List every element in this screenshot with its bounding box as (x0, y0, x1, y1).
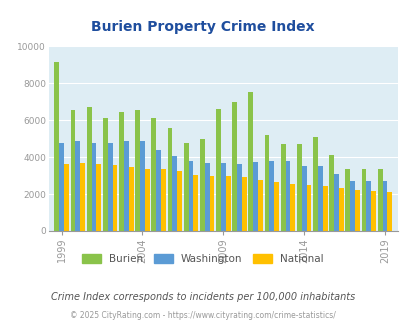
Bar (237, 164, 241, 231)
Bar (177, 171, 181, 231)
Bar (145, 169, 149, 231)
Bar (296, 144, 301, 231)
Bar (312, 137, 317, 231)
Bar (199, 139, 204, 231)
Bar (107, 143, 112, 231)
Bar (193, 175, 198, 231)
Bar (112, 165, 117, 231)
Bar (161, 169, 166, 231)
Bar (80, 163, 85, 231)
Text: Crime Index corresponds to incidents per 100,000 inhabitants: Crime Index corresponds to incidents per… (51, 292, 354, 302)
Bar (350, 181, 354, 231)
Bar (269, 161, 273, 231)
Bar (328, 155, 333, 231)
Bar (232, 102, 237, 231)
Bar (135, 110, 140, 231)
Bar (377, 169, 382, 231)
Bar (140, 141, 145, 231)
Bar (248, 92, 253, 231)
Bar (70, 110, 75, 231)
Bar (54, 62, 59, 231)
Bar (333, 174, 338, 231)
Bar (253, 162, 258, 231)
Bar (96, 164, 101, 231)
Bar (290, 184, 294, 231)
Bar (258, 180, 262, 231)
Text: Burien Property Crime Index: Burien Property Crime Index (91, 20, 314, 34)
Bar (128, 167, 133, 231)
Bar (360, 169, 365, 231)
Bar (92, 143, 96, 231)
Bar (119, 112, 124, 231)
Bar (220, 163, 225, 231)
Legend: Burien, Washington, National: Burien, Washington, National (78, 249, 327, 268)
Bar (75, 141, 80, 231)
Bar (322, 186, 327, 231)
Bar (386, 192, 391, 231)
Bar (280, 144, 285, 231)
Bar (156, 150, 161, 231)
Bar (382, 181, 386, 231)
Bar (167, 128, 172, 231)
Bar (183, 143, 188, 231)
Bar (306, 185, 311, 231)
Text: © 2025 CityRating.com - https://www.cityrating.com/crime-statistics/: © 2025 CityRating.com - https://www.city… (70, 311, 335, 320)
Bar (204, 163, 209, 231)
Bar (338, 187, 343, 231)
Bar (370, 191, 375, 231)
Bar (172, 156, 177, 231)
Bar (215, 109, 220, 231)
Bar (241, 178, 246, 231)
Bar (102, 118, 107, 231)
Bar (301, 166, 306, 231)
Bar (87, 107, 92, 231)
Bar (124, 141, 128, 231)
Bar (264, 135, 269, 231)
Bar (365, 181, 370, 231)
Bar (151, 118, 156, 231)
Bar (285, 161, 290, 231)
Bar (188, 161, 193, 231)
Bar (345, 169, 350, 231)
Bar (317, 166, 322, 231)
Bar (354, 190, 359, 231)
Bar (59, 143, 64, 231)
Bar (209, 176, 214, 231)
Bar (273, 182, 278, 231)
Bar (64, 164, 69, 231)
Bar (225, 177, 230, 231)
